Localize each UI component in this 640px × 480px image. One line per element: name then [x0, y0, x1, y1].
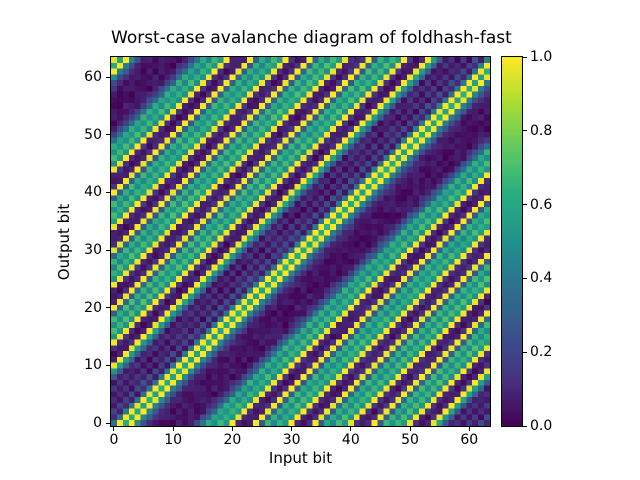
colorbar-tick-label: 0.6 [530, 196, 553, 213]
colorbar-tick-mark [523, 425, 527, 427]
x-axis-label: Input bit [268, 449, 333, 467]
y-axis-label: Output bit [55, 203, 73, 281]
x-tick-mark [350, 427, 352, 431]
y-tick-label: 30 [84, 242, 102, 259]
x-tick-mark [172, 427, 174, 431]
x-tick-mark [409, 427, 411, 431]
y-tick-mark [106, 134, 110, 136]
x-tick-label: 40 [341, 432, 360, 448]
heatmap-image [111, 57, 490, 426]
colorbar-tick-label: 0.0 [530, 418, 553, 434]
colorbar-tick-mark [523, 277, 527, 279]
colorbar-tick-mark [523, 56, 527, 58]
y-tick-label: 60 [84, 69, 102, 86]
colorbar-tick-mark [523, 351, 527, 353]
colorbar-tick-label: 0.2 [530, 344, 553, 361]
colorbar-tick-label: 1.0 [530, 49, 553, 65]
colorbar-tick-label: 0.4 [530, 270, 553, 287]
y-tick-label: 0 [93, 415, 102, 432]
x-tick-label: 0 [109, 432, 119, 448]
x-tick-label: 20 [223, 432, 242, 448]
x-tick-label: 30 [282, 432, 301, 448]
x-tick-label: 60 [460, 432, 479, 448]
x-tick-mark [468, 427, 470, 431]
y-tick-mark [106, 76, 110, 78]
x-tick-label: 50 [401, 432, 419, 448]
y-tick-mark [106, 364, 110, 366]
x-tick-mark [113, 427, 115, 431]
colorbar-tick-mark [523, 204, 527, 206]
y-tick-mark [106, 249, 110, 251]
x-tick-label: 10 [164, 432, 183, 448]
colorbar-tick-label: 0.8 [530, 122, 553, 139]
colorbar-image [502, 57, 522, 426]
chart-title: Worst-case avalanche diagram of foldhash… [111, 28, 512, 48]
y-tick-mark [106, 191, 110, 193]
y-tick-mark [106, 422, 110, 424]
colorbar-tick-mark [523, 130, 527, 132]
y-tick-label: 50 [84, 126, 102, 143]
x-tick-mark [291, 427, 293, 431]
y-tick-mark [106, 307, 110, 309]
y-tick-label: 20 [84, 299, 102, 316]
y-tick-label: 40 [84, 184, 102, 201]
y-tick-label: 10 [84, 357, 102, 374]
x-tick-mark [231, 427, 233, 431]
